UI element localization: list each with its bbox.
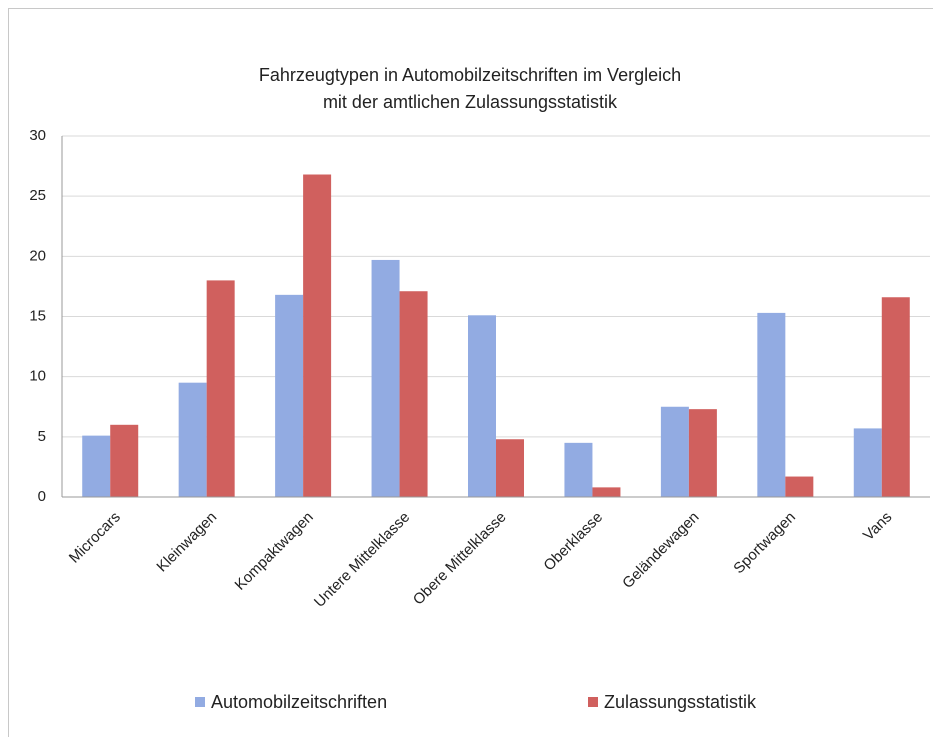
y-tick-label: 15 xyxy=(29,307,46,324)
y-tick-label: 5 xyxy=(38,428,46,445)
bar xyxy=(757,312,786,497)
bar xyxy=(468,315,496,497)
y-tick-label: 20 xyxy=(29,247,46,264)
chart-title: Fahrzeugtypen in Automobilzeitschriften … xyxy=(259,65,681,85)
bar xyxy=(371,259,400,497)
bar xyxy=(564,442,593,497)
bar xyxy=(592,487,621,497)
bar xyxy=(303,174,332,498)
y-tick-label: 0 xyxy=(38,488,46,505)
bar xyxy=(275,294,304,497)
y-tick-label: 30 xyxy=(29,127,46,144)
bar xyxy=(496,439,524,497)
bar xyxy=(110,424,139,497)
bar xyxy=(853,428,882,497)
bar xyxy=(399,291,428,497)
bar xyxy=(178,382,207,497)
bar xyxy=(688,409,717,497)
legend-label: Automobilzeitschriften xyxy=(211,692,387,712)
legend-swatch xyxy=(195,697,205,707)
y-tick-label: 25 xyxy=(29,187,46,204)
bar xyxy=(785,476,814,497)
bar xyxy=(206,280,235,497)
chart-title: mit der amtlichen Zulassungsstatistik xyxy=(323,92,618,112)
legend-label: Zulassungsstatistik xyxy=(604,692,757,712)
bar xyxy=(881,297,910,497)
bar xyxy=(82,435,111,497)
bar xyxy=(660,406,689,497)
legend-swatch xyxy=(588,697,598,707)
y-tick-label: 10 xyxy=(29,368,46,385)
